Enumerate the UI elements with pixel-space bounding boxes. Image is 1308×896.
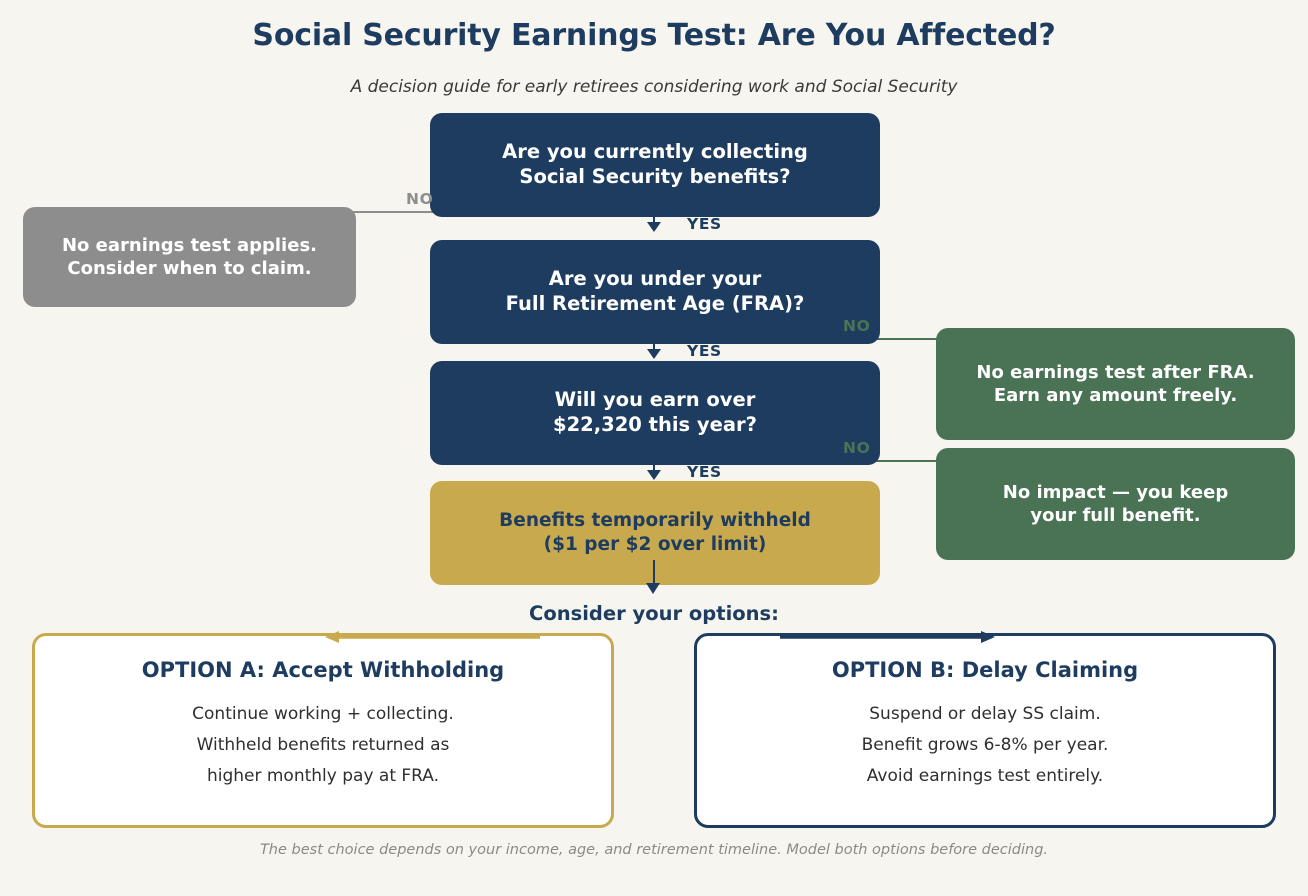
consider-options-label: Consider your options:: [529, 602, 779, 625]
option-a-line-2: Withheld benefits returned as: [196, 735, 450, 755]
arrow-left-option-a-icon: [325, 631, 540, 643]
option-b-line-1: Suspend or delay SS claim.: [869, 704, 1101, 724]
decision-line-1: Will you earn over: [554, 388, 756, 412]
page-title: Social Security Earnings Test: Are You A…: [252, 18, 1056, 53]
option-a-heading: OPTION A: Accept Withholding: [141, 658, 505, 682]
arrow-yes-2-icon: [647, 349, 661, 359]
outcome-line-2: your full benefit.: [1030, 505, 1201, 526]
branch-label-no-3: NO: [843, 439, 871, 457]
branch-label-no-2: NO: [843, 317, 871, 335]
option-card-b[interactable]: OPTION B: Delay Claiming Suspend or dela…: [694, 631, 1276, 828]
option-a-line-1: Continue working + collecting.: [192, 704, 454, 724]
arrow-to-options-icon: [646, 583, 660, 594]
outcome-line-1: Benefits temporarily withheld: [499, 510, 811, 532]
arrow-right-option-b-icon: [780, 631, 995, 643]
footer-note: The best choice depends on your income, …: [259, 842, 1049, 858]
outcome-node-no-impact[interactable]: No impact — you keep your full benefit.: [936, 448, 1295, 560]
decision-line-2: Full Retirement Age (FRA)?: [505, 292, 805, 315]
decision-line-2: $22,320 this year?: [553, 413, 757, 436]
arrow-yes-3-icon: [647, 470, 661, 480]
page-subtitle: A decision guide for early retirees cons…: [350, 77, 958, 97]
option-b-heading: OPTION B: Delay Claiming: [831, 658, 1139, 682]
option-b-line-3: Avoid earnings test entirely.: [866, 766, 1104, 786]
decision-node-over-limit[interactable]: Will you earn over $22,320 this year?: [430, 361, 880, 465]
branch-label-yes-3: YES: [687, 463, 722, 481]
outcome-line-1: No impact — you keep: [1002, 481, 1229, 503]
outcome-line-2: ($1 per $2 over limit): [543, 534, 767, 555]
option-a-line-3: higher monthly pay at FRA.: [206, 766, 440, 786]
decision-line-1: Are you under your: [548, 267, 762, 291]
outcome-node-withheld[interactable]: Benefits temporarily withheld ($1 per $2…: [430, 481, 880, 585]
branch-label-yes-2: YES: [687, 342, 722, 360]
connector-no-collecting: [188, 211, 655, 213]
option-b-line-2: Benefit grows 6-8% per year.: [861, 735, 1109, 755]
outcome-node-no-test-after-fra[interactable]: No earnings test after FRA. Earn any amo…: [936, 328, 1295, 440]
outcome-line-1: No earnings test after FRA.: [976, 361, 1255, 383]
outcome-node-no-test-applies[interactable]: No earnings test applies. Consider when …: [23, 207, 356, 307]
outcome-line-2: Consider when to claim.: [67, 258, 312, 279]
decision-line-1: Are you currently collecting: [502, 140, 808, 164]
connector-yes-2: [653, 336, 655, 352]
decision-line-2: Social Security benefits?: [519, 165, 791, 188]
arrow-yes-1-icon: [647, 222, 661, 232]
branch-label-no-1: NO: [406, 190, 434, 208]
branch-label-yes-1: YES: [687, 215, 722, 233]
connector-yes-3: [653, 457, 655, 473]
connector-yes-1: [653, 209, 655, 225]
option-card-a[interactable]: OPTION A: Accept Withholding Continue wo…: [32, 631, 614, 828]
decision-node-under-fra[interactable]: Are you under your Full Retirement Age (…: [430, 240, 880, 344]
connector-to-options: [653, 560, 655, 586]
outcome-line-1: No earnings test applies.: [61, 234, 317, 256]
outcome-line-2: Earn any amount freely.: [993, 385, 1238, 406]
decision-node-collecting[interactable]: Are you currently collecting Social Secu…: [430, 113, 880, 217]
